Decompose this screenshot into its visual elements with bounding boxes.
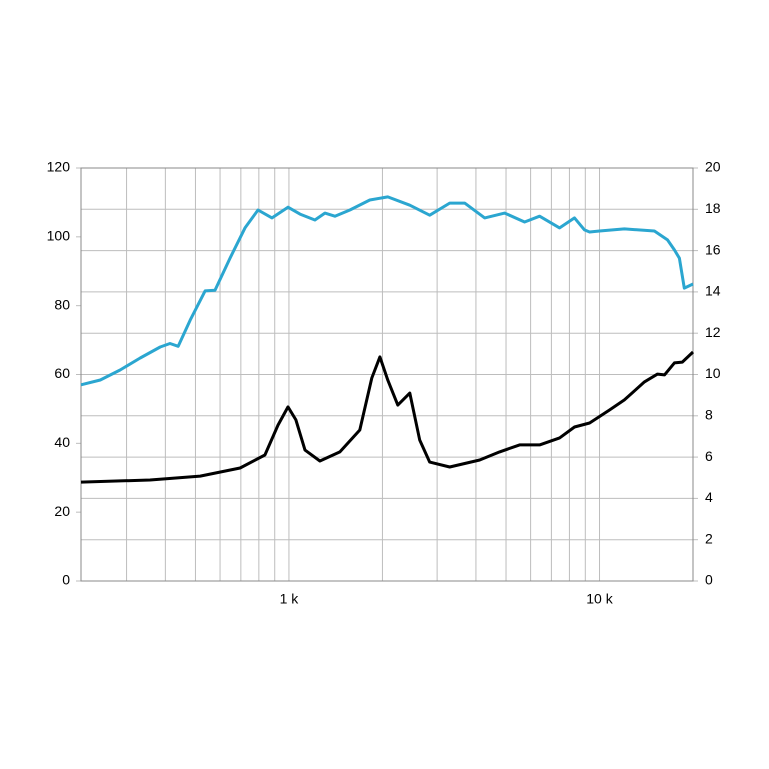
y2-tick-label: 12 — [705, 324, 721, 340]
y-tick-label: 100 — [47, 228, 71, 244]
y2-tick-label: 16 — [705, 241, 721, 257]
series-line — [80, 195, 694, 387]
y2-tick-label: 4 — [705, 489, 713, 505]
y-tick-label: 0 — [62, 572, 70, 588]
series-line — [80, 350, 695, 484]
y-tick-label: 20 — [54, 503, 70, 519]
y2-tick-label: 8 — [705, 407, 713, 423]
plot-border — [80, 167, 694, 582]
y2-tick-label: 0 — [705, 572, 713, 588]
y-tick-label: 40 — [54, 434, 70, 450]
y2-tick-label: 2 — [705, 530, 713, 546]
y2-tick-label: 14 — [705, 283, 721, 299]
y2-tick-label: 20 — [705, 159, 721, 175]
x-tick-label: 10 k — [586, 591, 613, 607]
y-tick-label: 60 — [54, 365, 70, 381]
y2-tick-label: 6 — [705, 448, 713, 464]
x-tick-label: 1 k — [280, 591, 300, 607]
y-tick-label: 80 — [54, 296, 70, 312]
y2-tick-label: 10 — [705, 365, 721, 381]
y2-tick-label: 18 — [705, 200, 721, 216]
y-tick-label: 120 — [47, 159, 71, 175]
